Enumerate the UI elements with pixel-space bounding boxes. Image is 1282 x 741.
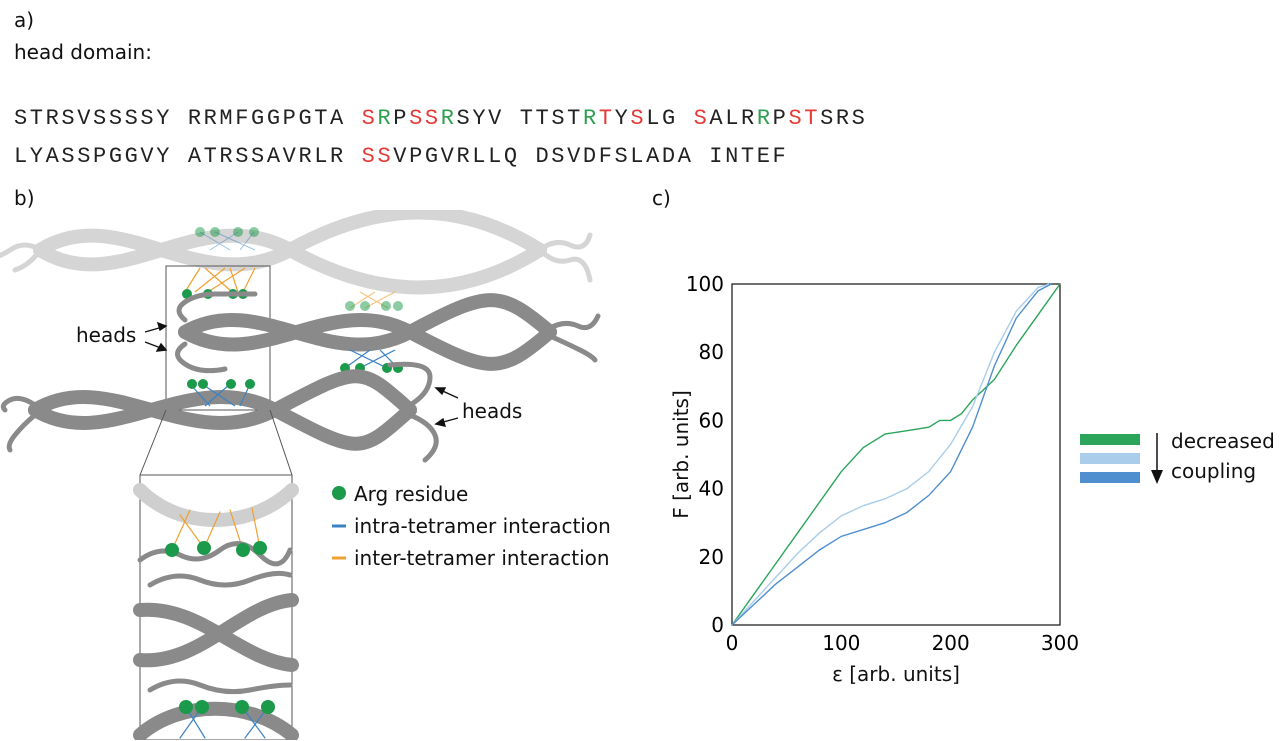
x-tick-label: 200 xyxy=(932,631,970,655)
legend-intra-label: intra-tetramer interaction xyxy=(354,514,611,538)
legend-arrow-head xyxy=(1151,470,1163,484)
right-interactions xyxy=(344,291,399,369)
legend-coupling: coupling xyxy=(1171,459,1256,483)
chart-legend: decreased coupling xyxy=(1080,429,1275,484)
x-tick-label: 100 xyxy=(822,631,860,655)
y-tick-label: 20 xyxy=(699,545,724,569)
sequence-line-1-segment: SYV TTST xyxy=(456,106,583,131)
sequence-line-1-segment: STRSVSSSSY RRMFGGPGTA xyxy=(14,106,362,131)
heads-arrows xyxy=(144,321,459,427)
force-strain-chart: 0 100 200 300 0 20 40 60 80 100 ε [arb. units] F … xyxy=(669,272,1275,686)
series-line-0 xyxy=(731,283,1061,626)
sequence-line-1-segment: R xyxy=(377,106,394,131)
heads-label-1: heads xyxy=(76,323,136,347)
sequence-line-1-segment: S xyxy=(693,106,710,131)
zoom-lines xyxy=(139,409,293,476)
sequence-line-1-segment: Y xyxy=(614,106,631,131)
y-axis-label: F [arb. units] xyxy=(669,390,693,519)
sequence-line-1-segment: P xyxy=(772,106,789,131)
plot-frame xyxy=(731,283,1061,626)
sequence-line-1-segment: ALR xyxy=(709,106,757,131)
panel-b-legend: Arg residue intra-tetramer interaction i… xyxy=(332,482,611,570)
sequence-line-1: STRSVSSSSY RRMFGGPGTA SRPSSRSYV TTSTRTYS… xyxy=(14,106,868,131)
filament-illustration: heads heads Arg residue intra-tetramer i… xyxy=(0,210,611,740)
sequence-line-2-segment: LYASSPGGVY ATRSSAVRLR xyxy=(14,144,362,169)
sequence-line-1-segment: LG xyxy=(646,106,694,131)
inter-tetramer-lines-top xyxy=(184,267,256,293)
background-tetramer xyxy=(0,210,593,295)
legend-decreased: decreased xyxy=(1171,429,1275,453)
series-line-1 xyxy=(731,283,1050,626)
middle-tetramer xyxy=(175,291,601,374)
top-arg-dots xyxy=(195,227,259,237)
legend-swatch-lightblue xyxy=(1080,453,1140,464)
sequence-line-1-segment: ST xyxy=(788,106,821,131)
y-tick-label: 60 xyxy=(699,408,724,432)
legend-swatch-blue xyxy=(1080,472,1140,483)
arg-dots-row-2 xyxy=(187,379,255,389)
sequence-line-1-segment: SRS xyxy=(820,106,868,131)
y-tick-label: 100 xyxy=(686,272,724,296)
arg-dots-zoom xyxy=(165,541,275,714)
legend-arg-dot xyxy=(332,486,346,500)
legend-inter-label: inter-tetramer interaction xyxy=(354,546,610,570)
sequence-line-1-segment: S xyxy=(630,106,647,131)
sequence-line-1-segment: R xyxy=(582,106,599,131)
sequence-line-1-segment: S xyxy=(361,106,378,131)
sequence-line-1-segment: SS xyxy=(409,106,441,131)
x-tick-label: 0 xyxy=(726,631,739,655)
series-line-2 xyxy=(731,283,1052,626)
sequence-line-1-segment: P xyxy=(393,106,410,131)
y-tick-label: 40 xyxy=(699,477,724,501)
panel-c-label: c) xyxy=(652,186,671,210)
sequence-line-2-segment: SS xyxy=(361,144,394,169)
zoom-content xyxy=(133,483,299,740)
legend-swatch-green xyxy=(1080,434,1140,445)
y-tick-label: 0 xyxy=(711,613,724,637)
legend-arg-label: Arg residue xyxy=(354,482,468,506)
y-tick-label: 80 xyxy=(699,340,724,364)
head-domain-title: head domain: xyxy=(14,40,152,64)
sequence-line-2: LYASSPGGVY ATRSSAVRLR SSVPGVRLLQ DSVDFSL… xyxy=(14,144,788,169)
x-axis-label: ε [arb. units] xyxy=(832,662,960,686)
x-tick-label: 300 xyxy=(1041,631,1079,655)
sequence-line-1-segment: R xyxy=(440,106,457,131)
panel-b-label: b) xyxy=(14,186,35,210)
sequence-line-1-segment: R xyxy=(756,106,773,131)
sequence-line-1-segment: T xyxy=(598,106,615,131)
lower-tetramer xyxy=(0,361,439,463)
panel-a-label: a) xyxy=(14,8,35,32)
heads-label-2: heads xyxy=(462,399,522,423)
sequence-line-2-segment: VPGVRLLQ DSVDFSLADA INTEF xyxy=(393,144,789,169)
